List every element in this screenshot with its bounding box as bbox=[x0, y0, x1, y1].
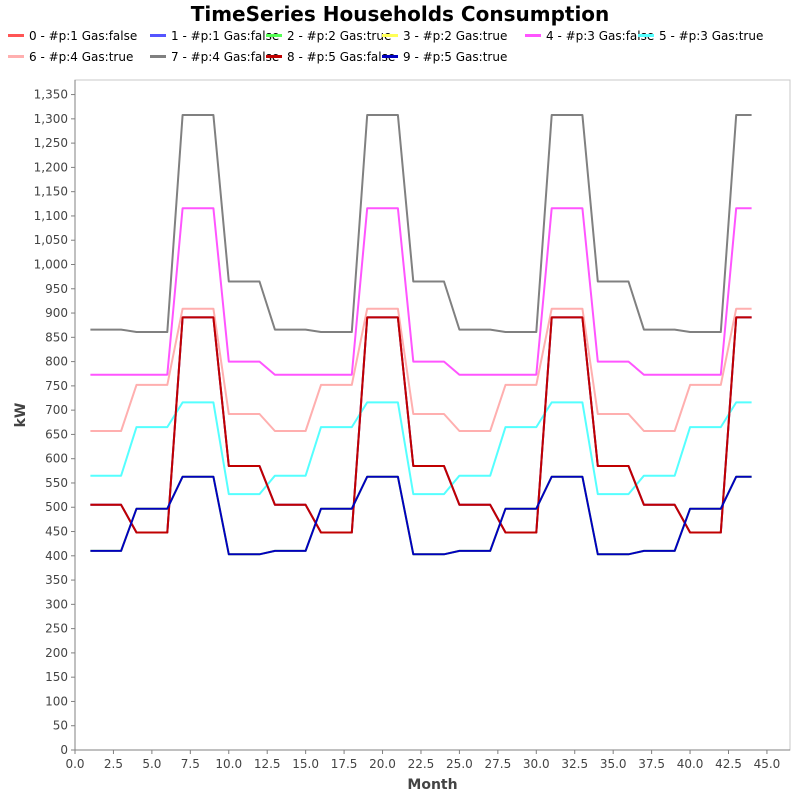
legend-label: 3 - #p:2 Gas:true bbox=[403, 29, 508, 43]
legend-label: 0 - #p:1 Gas:false bbox=[29, 29, 138, 43]
y-tick-label: 550 bbox=[45, 476, 68, 490]
y-tick-label: 150 bbox=[45, 670, 68, 684]
legend-swatch bbox=[8, 34, 24, 37]
series-line bbox=[90, 207, 752, 376]
y-tick-label: 100 bbox=[45, 694, 68, 708]
x-tick-label: 35.0 bbox=[600, 757, 627, 771]
legend-swatch bbox=[266, 34, 282, 37]
legend-swatch bbox=[150, 55, 166, 58]
legend-swatch bbox=[8, 55, 24, 58]
y-tick-label: 600 bbox=[45, 452, 68, 466]
y-tick-label: 50 bbox=[53, 719, 68, 733]
y-tick-label: 950 bbox=[45, 282, 68, 296]
legend-label: 2 - #p:2 Gas:true bbox=[287, 29, 392, 43]
legend-label: 4 - #p:3 Gas:false bbox=[546, 29, 655, 43]
series-line bbox=[90, 307, 752, 432]
legend-label: 7 - #p:4 Gas:false bbox=[171, 50, 280, 64]
y-tick-label: 1,300 bbox=[34, 112, 68, 126]
x-tick-label: 42.5 bbox=[715, 757, 742, 771]
y-tick-label: 250 bbox=[45, 622, 68, 636]
y-tick-label: 1,150 bbox=[34, 185, 68, 199]
x-axis-title: Month bbox=[407, 777, 457, 793]
y-tick-label: 200 bbox=[45, 646, 68, 660]
legend-swatch bbox=[525, 34, 541, 37]
legend-label: 8 - #p:5 Gas:false bbox=[287, 50, 396, 64]
y-tick-label: 850 bbox=[45, 330, 68, 344]
legend-item: 6 - #p:4 Gas:true bbox=[8, 49, 133, 65]
legend-label: 1 - #p:1 Gas:false bbox=[171, 29, 280, 43]
x-tick-label: 20.0 bbox=[369, 757, 396, 771]
legend-item: 9 - #p:5 Gas:true bbox=[382, 49, 507, 65]
x-tick-label: 5.0 bbox=[142, 757, 161, 771]
legend-label: 6 - #p:4 Gas:true bbox=[29, 50, 134, 64]
y-tick-label: 650 bbox=[45, 427, 68, 441]
x-tick-label: 10.0 bbox=[215, 757, 242, 771]
x-tick-label: 17.5 bbox=[331, 757, 358, 771]
y-tick-label: 800 bbox=[45, 355, 68, 369]
x-tick-label: 27.5 bbox=[484, 757, 511, 771]
y-tick-label: 1,350 bbox=[34, 88, 68, 102]
chart-title: TimeSeries Households Consumption bbox=[190, 2, 610, 26]
legend-item: 1 - #p:1 Gas:false bbox=[150, 28, 279, 44]
y-tick-label: 0 bbox=[60, 743, 68, 757]
legend-swatch bbox=[150, 34, 166, 37]
y-tick-label: 700 bbox=[45, 403, 68, 417]
y-tick-label: 1,000 bbox=[34, 257, 68, 271]
y-tick-label: 1,200 bbox=[34, 160, 68, 174]
x-tick-label: 37.5 bbox=[638, 757, 665, 771]
y-tick-label: 500 bbox=[45, 500, 68, 514]
x-tick-label: 22.5 bbox=[408, 757, 435, 771]
y-tick-label: 450 bbox=[45, 525, 68, 539]
x-tick-label: 0.0 bbox=[65, 757, 84, 771]
x-tick-label: 7.5 bbox=[181, 757, 200, 771]
y-tick-label: 1,250 bbox=[34, 136, 68, 150]
y-tick-label: 1,050 bbox=[34, 233, 68, 247]
x-tick-label: 45.0 bbox=[754, 757, 781, 771]
y-tick-label: 300 bbox=[45, 597, 68, 611]
y-tick-label: 400 bbox=[45, 549, 68, 563]
y-tick-label: 350 bbox=[45, 573, 68, 587]
series-line bbox=[90, 475, 752, 556]
y-tick-label: 900 bbox=[45, 306, 68, 320]
y-tick-label: 1,100 bbox=[34, 209, 68, 223]
legend-swatch bbox=[382, 55, 398, 58]
legend-item: 3 - #p:2 Gas:true bbox=[382, 28, 507, 44]
x-tick-label: 2.5 bbox=[104, 757, 123, 771]
x-tick-label: 32.5 bbox=[561, 757, 588, 771]
legend-item: 5 - #p:3 Gas:true bbox=[638, 28, 763, 44]
legend-swatch bbox=[382, 34, 398, 37]
x-tick-label: 25.0 bbox=[446, 757, 473, 771]
series-line bbox=[90, 316, 752, 534]
legend-item: 0 - #p:1 Gas:false bbox=[8, 28, 137, 44]
x-tick-label: 40.0 bbox=[677, 757, 704, 771]
x-tick-label: 12.5 bbox=[254, 757, 281, 771]
y-axis-title: kW bbox=[13, 403, 29, 428]
y-tick-label: 750 bbox=[45, 379, 68, 393]
legend-swatch bbox=[266, 55, 282, 58]
x-tick-label: 30.0 bbox=[523, 757, 550, 771]
series-line bbox=[90, 401, 752, 496]
legend-item: 4 - #p:3 Gas:false bbox=[525, 28, 654, 44]
legend-item: 7 - #p:4 Gas:false bbox=[150, 49, 279, 65]
legend-item: 2 - #p:2 Gas:true bbox=[266, 28, 391, 44]
legend-label: 9 - #p:5 Gas:true bbox=[403, 50, 508, 64]
x-tick-label: 15.0 bbox=[292, 757, 319, 771]
legend-item: 8 - #p:5 Gas:false bbox=[266, 49, 395, 65]
legend-swatch bbox=[638, 34, 654, 37]
series-line bbox=[90, 114, 752, 333]
legend-label: 5 - #p:3 Gas:true bbox=[659, 29, 764, 43]
